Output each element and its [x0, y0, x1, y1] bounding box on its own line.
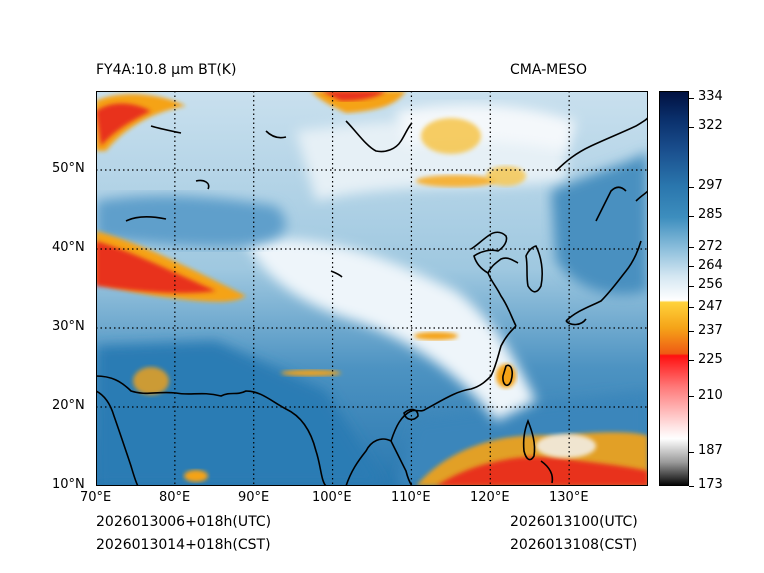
taiwan — [502, 364, 513, 387]
colorbar-tick-mark — [689, 126, 694, 128]
cloud-patch-3 — [486, 166, 526, 186]
lon-label-100: 100°E — [312, 490, 352, 505]
colorbar-tick-mark — [689, 307, 694, 309]
colorbar-tick-label: 322 — [698, 118, 723, 134]
colorbar-tick-label: 173 — [698, 477, 723, 492]
clear-sky-region — [96, 341, 386, 486]
south-cloud-white — [536, 434, 596, 458]
cloud-patch-6 — [133, 367, 169, 395]
colorbar-tick-label: 297 — [698, 178, 723, 194]
east-blue-region — [551, 151, 648, 295]
west-cirrus-core — [96, 241, 216, 294]
luzon — [522, 418, 536, 461]
colorbar — [659, 91, 689, 486]
mindanao — [540, 460, 554, 484]
cloud-patch-2 — [421, 118, 481, 154]
sakhalin — [595, 186, 627, 222]
lake-3 — [195, 179, 210, 190]
colorbar-tick-mark — [689, 396, 694, 398]
colorbar-tick-label: 210 — [698, 387, 723, 403]
south-convection-core — [436, 456, 648, 486]
lat-label-40: 40°N — [52, 240, 85, 255]
lon-label-110: 110°E — [391, 490, 431, 505]
colorbar-tick-mark — [689, 266, 694, 268]
colorbar-tick-label: 187 — [698, 443, 723, 459]
lat-label-30: 30°N — [52, 319, 85, 334]
init-time-cst: 2026013014+018h(CST) — [96, 537, 271, 553]
cloud-patch-7 — [281, 370, 341, 376]
colorbar-tick-mark — [689, 451, 694, 453]
lon-label-80: 80°E — [159, 490, 191, 505]
hainan — [403, 408, 419, 421]
lake-baikal — [345, 120, 413, 153]
colorbar-tick-mark — [689, 485, 694, 487]
lon-label-130: 130°E — [549, 490, 589, 505]
colorbar-tick-mark — [689, 186, 694, 188]
lake-balkhash — [150, 125, 182, 134]
lon-label-70: 70°E — [80, 490, 112, 505]
korea — [525, 245, 543, 293]
colorbar-tick-mark — [689, 360, 694, 362]
satellite-map — [96, 91, 648, 486]
lon-label-120: 120°E — [470, 490, 510, 505]
init-time-utc: 2026013006+018h(UTC) — [96, 514, 272, 530]
north-cold-cloud-core — [321, 91, 386, 101]
map-frame — [96, 91, 648, 486]
colorbar-frame — [659, 91, 689, 486]
colorbar-tick-label: 272 — [698, 238, 723, 254]
colorbar-tick-label: 264 — [698, 257, 723, 273]
colorbar-tick-mark — [689, 215, 694, 217]
lake-2 — [265, 130, 287, 139]
mid-blue-region — [96, 195, 286, 247]
cloud-patch-4 — [414, 332, 458, 340]
cloud-patch-8 — [184, 470, 208, 482]
lat-label-10: 10°N — [52, 477, 85, 492]
lon-label-90: 90°E — [238, 490, 270, 505]
cloud-band — [246, 239, 536, 421]
coastlines — [96, 116, 648, 486]
south-china-coast — [425, 325, 517, 410]
right-title: CMA-MESO — [510, 62, 588, 78]
japan-kyushu — [565, 318, 587, 326]
left-title: FY4A:10.8 µm BT(K) — [96, 62, 237, 78]
valid-time-cst: 2026013108(CST) — [510, 537, 638, 553]
india-coast — [96, 375, 327, 486]
colorbar-tick-mark — [689, 285, 694, 287]
okhotsk-coast — [555, 116, 648, 172]
colorbar-tick-label: 225 — [698, 351, 723, 367]
colorbar-tick-label: 334 — [698, 89, 723, 105]
colorbar-tick-mark — [689, 97, 694, 99]
bohai-coast — [470, 231, 508, 274]
nw-cold-cloud-core — [96, 103, 151, 146]
colorbar-tick-label: 285 — [698, 207, 723, 223]
lat-label-20: 20°N — [52, 398, 85, 413]
india-west-coast — [96, 390, 139, 486]
colorbar-tick-label: 247 — [698, 298, 723, 314]
japan-honshu — [565, 240, 642, 322]
colorbar-gradient — [659, 91, 689, 486]
cloud-patch-1 — [416, 175, 496, 187]
valid-time-utc: 2026013100(UTC) — [510, 514, 638, 530]
colorbar-tick-mark — [689, 247, 694, 249]
lat-label-50: 50°N — [52, 161, 85, 176]
colorbar-tick-label: 256 — [698, 277, 723, 293]
lake-1 — [125, 216, 167, 222]
colorbar-tick-label: 237 — [698, 322, 723, 338]
colorbar-tick-mark — [689, 331, 694, 333]
graticule — [96, 91, 648, 486]
